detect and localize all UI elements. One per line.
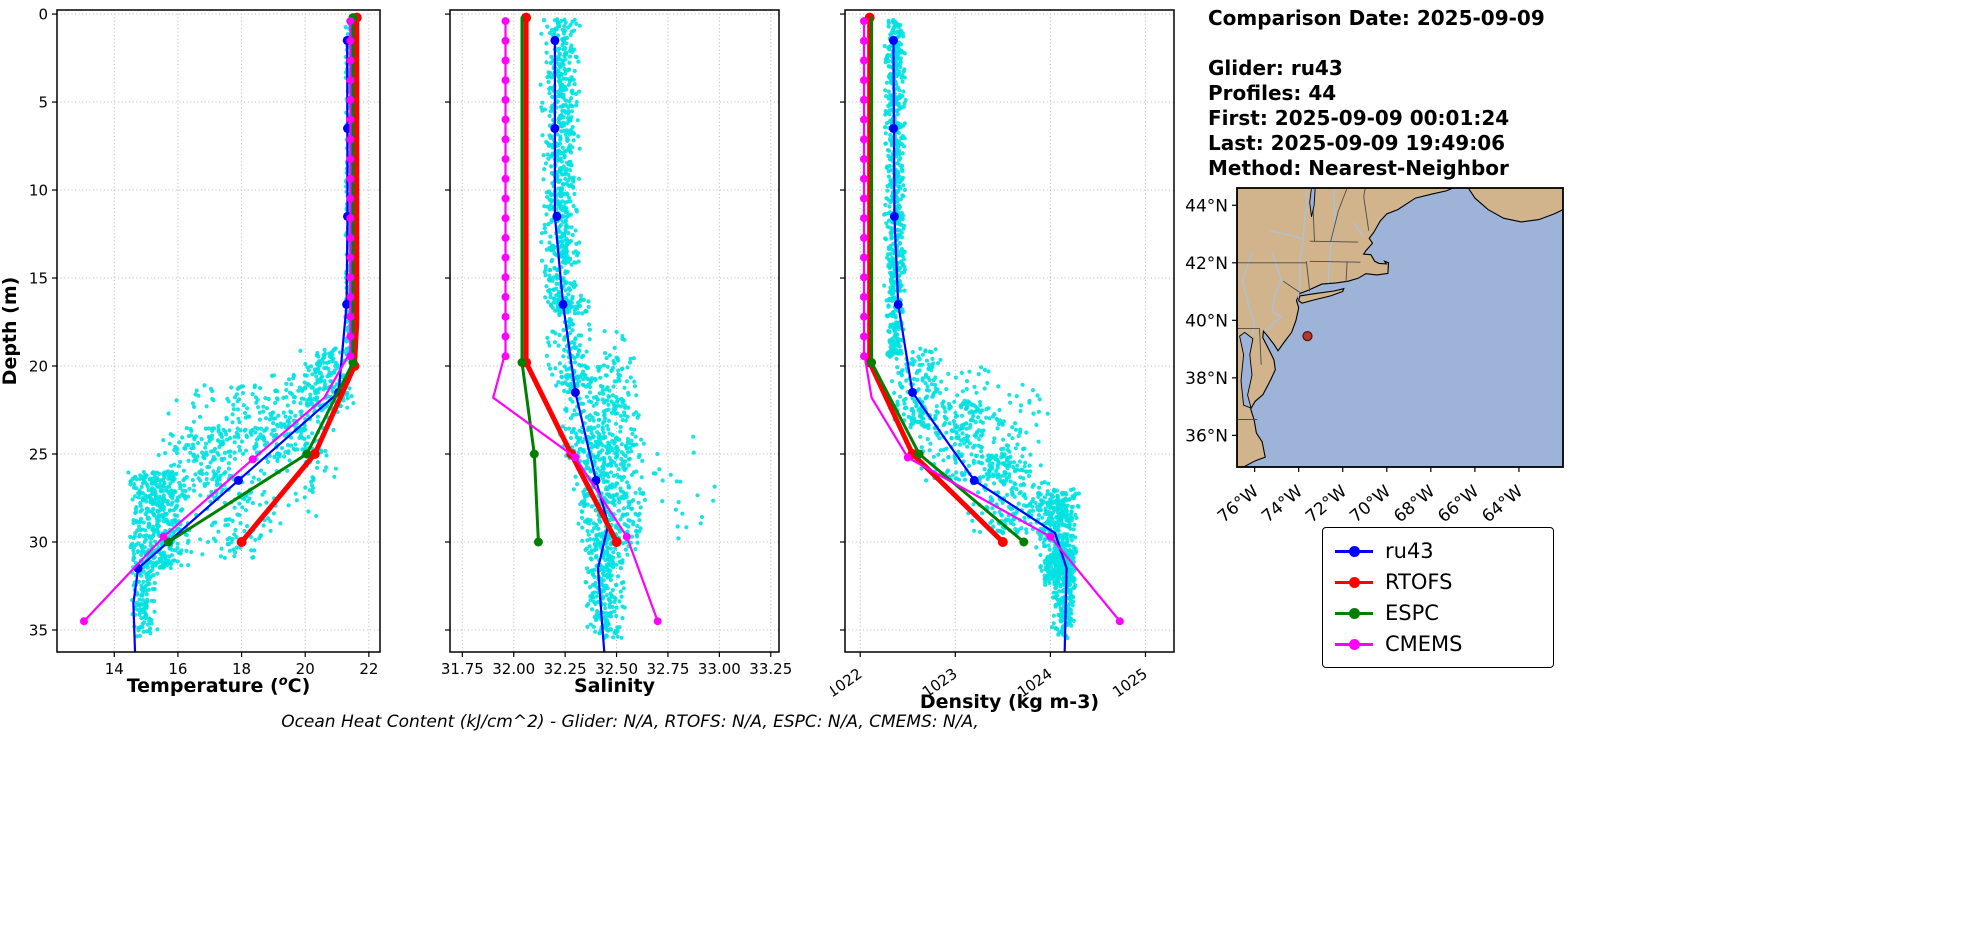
svg-text:14: 14 bbox=[105, 660, 124, 678]
salinity-profile-chart: 31.75 32.00 32.25 32.50 32.75 33.00 33.25 Salin… bbox=[441, 9, 792, 697]
svg-text:35: 35 bbox=[29, 622, 48, 640]
svg-text:Depth (m): Depth (m) bbox=[0, 277, 21, 386]
legend-label-cmems: CMEMS bbox=[1385, 632, 1463, 656]
svg-text:25: 25 bbox=[29, 446, 48, 464]
svg-text:Temperature (oC): Temperature (oC) bbox=[127, 674, 311, 697]
legend-label-rtofs: RTOFS bbox=[1385, 570, 1453, 594]
info-spacer bbox=[1208, 31, 1545, 56]
legend-marker-rtofs bbox=[1335, 576, 1373, 589]
svg-text:0: 0 bbox=[38, 6, 48, 24]
first-profile-time-text: First: 2025-09-09 00:01:24 bbox=[1208, 106, 1510, 130]
svg-text:33.00: 33.00 bbox=[698, 660, 741, 678]
legend-marker-cmems bbox=[1335, 638, 1373, 651]
svg-text:22: 22 bbox=[359, 660, 378, 678]
legend-label-ru43: ru43 bbox=[1385, 539, 1434, 563]
svg-text:16: 16 bbox=[168, 660, 187, 678]
legend-item-cmems: CMEMS bbox=[1335, 630, 1541, 658]
method-text: Method: Nearest-Neighbor bbox=[1208, 156, 1509, 180]
svg-text:33.25: 33.25 bbox=[749, 660, 792, 678]
svg-text:15: 15 bbox=[29, 270, 48, 288]
svg-text:Salinity: Salinity bbox=[574, 675, 656, 697]
ocean-heat-content-caption: Ocean Heat Content (kJ/cm^2) - Glider: N… bbox=[281, 712, 979, 732]
temperature-profile-chart: 14 16 18 20 22 0 5 10 15 20 25 30 35 Temperature (oC)… bbox=[0, 6, 381, 697]
svg-text:31.75: 31.75 bbox=[441, 660, 484, 678]
svg-text:32.50: 32.50 bbox=[595, 660, 638, 678]
legend-marker-espc bbox=[1335, 607, 1373, 620]
svg-text:32.75: 32.75 bbox=[646, 660, 689, 678]
svg-text:32.00: 32.00 bbox=[492, 660, 535, 678]
svg-text:30: 30 bbox=[29, 534, 48, 552]
profiles-count-text: Profiles: 44 bbox=[1208, 81, 1337, 105]
legend-item-ru43: ru43 bbox=[1335, 537, 1541, 565]
location-map: 76°W74°W72°W70°W68°W66°W64°W44°N42°N40°N… bbox=[1185, 187, 1564, 525]
svg-text:20: 20 bbox=[29, 358, 48, 376]
legend: ru43 RTOFS ESPC CMEMS bbox=[1322, 527, 1554, 668]
legend-marker-ru43 bbox=[1335, 545, 1373, 558]
legend-label-espc: ESPC bbox=[1385, 601, 1439, 625]
comparison-info-panel: Comparison Date: 2025-09-09 Glider: ru43… bbox=[1208, 6, 1545, 181]
svg-text:18: 18 bbox=[232, 660, 251, 678]
last-profile-time-text: Last: 2025-09-09 19:49:06 bbox=[1208, 131, 1506, 155]
glider-name-text: Glider: ru43 bbox=[1208, 56, 1343, 80]
svg-text:5: 5 bbox=[38, 94, 48, 112]
svg-text:10: 10 bbox=[29, 182, 48, 200]
legend-item-espc: ESPC bbox=[1335, 599, 1541, 627]
comparison-date-text: Comparison Date: 2025-09-09 bbox=[1208, 6, 1545, 30]
svg-text:20: 20 bbox=[296, 660, 315, 678]
legend-item-rtofs: RTOFS bbox=[1335, 568, 1541, 596]
svg-text:32.25: 32.25 bbox=[544, 660, 587, 678]
